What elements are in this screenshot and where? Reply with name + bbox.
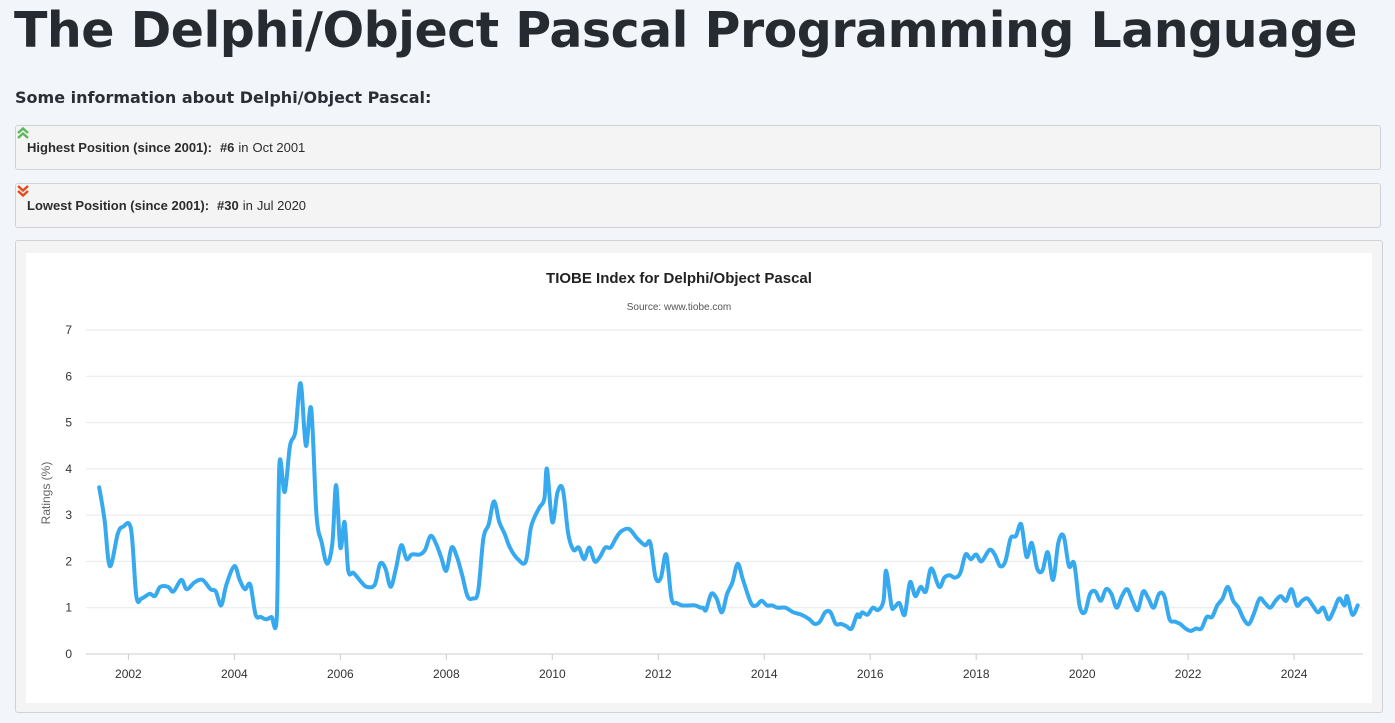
x-tick-label: 2018 (963, 667, 990, 681)
page-title: The Delphi/Object Pascal Programming Lan… (14, 2, 1358, 59)
series-line-0 (97, 381, 1360, 633)
x-tick-label: 2022 (1175, 667, 1202, 681)
x-tick-label: 2008 (433, 667, 460, 681)
x-tick-label: 2020 (1069, 667, 1096, 681)
x-axis-ticks: 2002 2004 2006 2008 2010 2012 2014 2016 2018 2020… (115, 654, 1308, 681)
y-tick-label: 5 (65, 416, 72, 430)
highest-position-connector: in (238, 140, 249, 155)
chart-subtitle: Source: www.tiobe.com (627, 302, 732, 313)
series-layer (97, 381, 1360, 633)
y-tick-label: 6 (65, 369, 72, 383)
y-tick-label: 4 (65, 462, 72, 476)
y-tick-label: 3 (65, 508, 72, 522)
chart-title: TIOBE Index for Delphi/Object Pascal (546, 270, 812, 287)
lowest-position-connector: in (242, 198, 253, 213)
double-chevron-down-icon (17, 185, 29, 198)
y-tick-label: 1 (65, 601, 72, 615)
y-tick-label: 0 (65, 647, 72, 661)
highest-position-label: Highest Position (since 2001): (27, 140, 212, 155)
x-tick-label: 2014 (751, 667, 778, 681)
y-axis-ticks: 0 1 2 3 4 5 6 7 (65, 323, 72, 661)
x-tick-label: 2004 (221, 667, 248, 681)
double-chevron-up-icon (17, 126, 29, 139)
lowest-position-label: Lowest Position (since 2001): (27, 198, 210, 213)
highest-position-box: Highest Position (since 2001): #6 in Oct… (15, 125, 1381, 170)
lowest-position-date: Jul 2020 (256, 198, 307, 213)
grid-lines (86, 329, 1363, 655)
y-axis-label: Ratings (%) (39, 462, 53, 525)
x-tick-label: 2024 (1281, 667, 1308, 681)
chart-panel: TIOBE Index for Delphi/Object Pascal Sou… (15, 240, 1383, 713)
lowest-position-box: Lowest Position (since 2001): #30 in Jul… (15, 183, 1381, 228)
highest-position-value: #6 (219, 140, 235, 155)
x-tick-label: 2010 (539, 667, 566, 681)
x-tick-label: 2016 (857, 667, 884, 681)
tiobe-line-chart: TIOBE Index for Delphi/Object Pascal Sou… (39, 270, 1363, 681)
y-tick-label: 2 (65, 554, 72, 568)
lowest-position-value: #30 (217, 198, 239, 213)
highest-position-date: Oct 2001 (252, 140, 306, 155)
x-tick-label: 2002 (115, 667, 142, 681)
y-tick-label: 7 (65, 323, 72, 337)
info-subheading: Some information about Delphi/Object Pas… (15, 88, 432, 107)
chart-area: TIOBE Index for Delphi/Object Pascal Sou… (26, 253, 1372, 703)
x-tick-label: 2012 (645, 667, 672, 681)
x-tick-label: 2006 (327, 667, 354, 681)
